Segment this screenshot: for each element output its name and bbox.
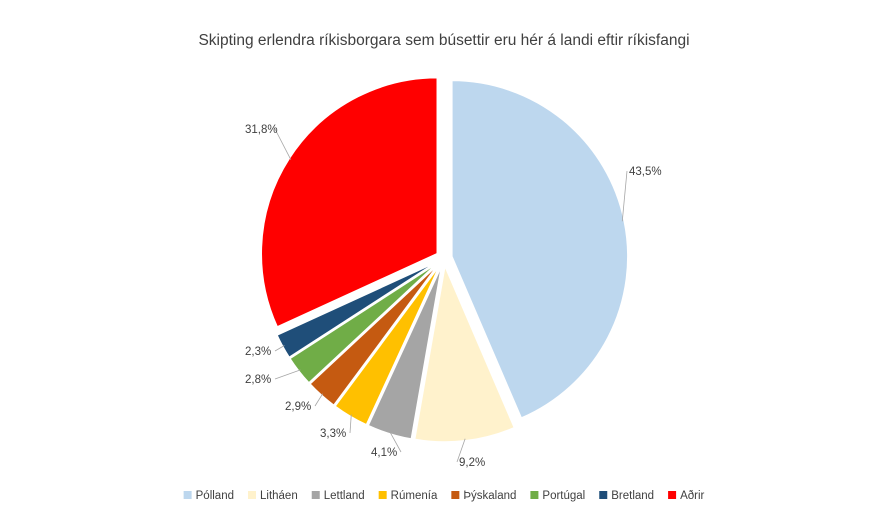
pie-slice-polland: [451, 79, 629, 420]
legend-item-portugal: Portúgal: [530, 490, 585, 502]
data-label-portugal: 2,8%: [245, 374, 271, 386]
legend-swatch-bretland: [599, 491, 608, 499]
chart-title: Skipting erlendra ríkisborgara sem búset…: [198, 32, 689, 49]
leader-line-lettland: [389, 431, 402, 453]
leader-line-adrir: [274, 128, 292, 160]
legend-label-polland: Pólland: [196, 490, 234, 502]
pie-slice-lettland: [367, 265, 443, 440]
legend-label-rumenia: Rúmenía: [391, 490, 438, 502]
data-labels: 43,5% 9,2% 4,1% 3,3% 2,9% 2,8% 2,3% 31,8%: [245, 124, 662, 469]
legend-swatch-lithaen: [248, 491, 256, 499]
pie-slices: [260, 76, 629, 443]
leader-line-lithaen: [456, 438, 466, 463]
legend-item-thyskaland: Þýskaland: [451, 490, 516, 502]
legend-item-lettland: Lettland: [311, 490, 365, 502]
data-label-adrir: 31,8%: [245, 124, 278, 136]
legend-item-adrir: Aðrir: [668, 490, 705, 502]
pie-slice-lithaen: [413, 263, 516, 443]
data-label-polland: 43,5%: [629, 166, 662, 178]
legend-label-lithaen: Litháen: [260, 490, 298, 502]
legend-label-bretland: Bretland: [611, 490, 654, 502]
data-label-thyskaland: 2,9%: [285, 401, 311, 413]
legend-swatch-lettland: [311, 491, 320, 499]
data-label-bretland: 2,3%: [245, 346, 271, 358]
pie-slice-rumenia: [333, 264, 441, 426]
legend-item-rumenia: Rúmenía: [378, 490, 438, 502]
legend-item-lithaen: Litháen: [248, 490, 298, 502]
leader-line-thyskaland: [314, 393, 324, 407]
data-label-rumenia: 3,3%: [320, 428, 346, 440]
legend-label-portugal: Portúgal: [542, 490, 585, 502]
pie-slice-adrir: [260, 76, 439, 328]
leader-lines: [274, 128, 628, 463]
legend-label-adrir: Aðrir: [680, 490, 704, 502]
legend-swatch-polland: [183, 491, 192, 499]
legend-swatch-portugal: [530, 491, 539, 499]
legend-swatch-thyskaland: [451, 491, 460, 499]
legend: Pólland Litháen Lettland Rúmenía Þýskaland Po…: [183, 490, 705, 502]
leader-line-bretland: [274, 345, 285, 352]
legend-swatch-rumenia: [378, 491, 387, 499]
data-label-lettland: 4,1%: [371, 447, 397, 459]
legend-swatch-adrir: [668, 491, 677, 499]
leader-line-polland: [621, 170, 628, 222]
data-label-lithaen: 9,2%: [459, 457, 485, 469]
legend-label-thyskaland: Þýskaland: [463, 490, 516, 502]
pie-slice-portugal: [288, 262, 439, 384]
leader-line-rumenia: [349, 414, 352, 434]
leader-line-portugal: [274, 369, 301, 380]
legend-item-bretland: Bretland: [599, 490, 654, 502]
legend-label-lettland: Lettland: [324, 490, 365, 502]
legend-item-polland: Pólland: [183, 490, 234, 502]
